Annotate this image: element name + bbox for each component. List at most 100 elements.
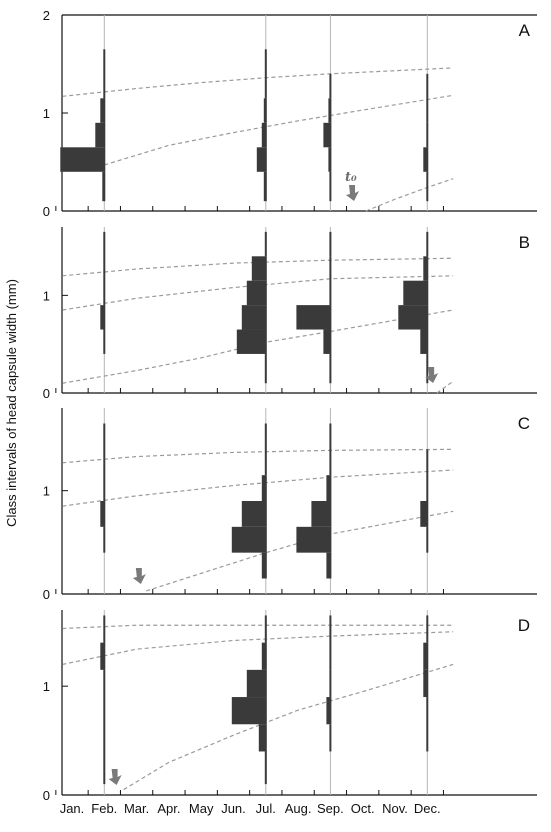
panel-a: 0 1 2 At₀: [43, 8, 537, 219]
growth-curve: [146, 510, 454, 592]
histogram-bar: [426, 353, 429, 384]
panels: 0 1 2 At₀ 0 1 B 0 1 C 0 1 D: [43, 8, 537, 803]
y-tick-label: 0: [43, 788, 50, 803]
histogram-bar: [329, 353, 332, 384]
growth-curve: [62, 275, 454, 311]
growth-curve: [62, 469, 454, 507]
histogram-bar: [100, 501, 106, 527]
histogram-bar: [100, 98, 106, 123]
histogram-bar: [60, 147, 106, 172]
y-tick-label: 0: [43, 204, 50, 219]
histogram-bar: [326, 697, 332, 725]
histogram-bar: [426, 697, 429, 752]
y-tick-label: 0: [43, 386, 50, 401]
x-month-label: May: [189, 801, 214, 816]
y-tick-label: 2: [43, 8, 50, 23]
histogram-bar: [236, 329, 267, 354]
recruitment-arrow-icon: [108, 769, 122, 785]
histogram-bar: [426, 73, 429, 123]
histogram-bar: [329, 724, 332, 752]
histogram-bar: [426, 615, 429, 643]
histogram-bar: [264, 49, 267, 99]
growth-curve: [365, 178, 454, 212]
histogram-bar: [398, 305, 429, 330]
histogram-bar: [423, 147, 429, 172]
histogram-bar: [329, 171, 332, 202]
panel-d: 0 1 D: [43, 610, 537, 803]
histogram-bar: [326, 475, 332, 501]
histogram-bar: [261, 642, 267, 670]
histogram-bar: [263, 171, 267, 202]
t0-label: t₀: [345, 170, 357, 185]
x-month-label: Apr.: [157, 801, 180, 816]
histogram-bar: [258, 724, 267, 752]
panel-c: 0 1 C: [43, 408, 537, 602]
histogram-bar: [329, 615, 332, 670]
histogram-bar: [103, 49, 106, 99]
x-month-label: Nov.: [382, 801, 408, 816]
histogram-bar: [264, 353, 267, 384]
histogram-bar: [261, 475, 267, 501]
histogram-bar: [426, 526, 429, 553]
panel-letter: C: [518, 414, 530, 433]
panel-letter: D: [518, 616, 530, 635]
histogram-bar: [100, 642, 106, 670]
histogram-bar: [323, 329, 332, 354]
histogram-bar: [264, 423, 267, 476]
panel-letter: B: [519, 233, 530, 252]
x-month-label: Jul.: [256, 801, 276, 816]
histogram-bar: [329, 669, 332, 698]
growth-curve: [104, 94, 454, 166]
histogram-bar: [296, 305, 332, 330]
histogram-bar: [102, 171, 106, 202]
histogram-bar: [329, 423, 332, 476]
histogram-bar: [103, 423, 106, 501]
histogram-bar: [103, 669, 106, 785]
y-axis-label: Class intervals of head capsule width (m…: [4, 279, 19, 527]
histogram-bar: [329, 256, 332, 306]
histogram-bar: [103, 231, 106, 306]
histogram-bar: [264, 615, 267, 643]
histogram-bar: [231, 697, 267, 725]
histogram-bar: [329, 73, 332, 99]
histogram-bar: [263, 98, 267, 123]
histogram-bar: [420, 329, 429, 354]
y-tick-label: 1: [43, 106, 50, 121]
histogram-bar: [264, 751, 267, 785]
histogram-bar: [426, 171, 429, 202]
histogram-bar: [231, 526, 267, 553]
histogram-bar: [426, 449, 429, 501]
histogram-bar: [251, 256, 267, 281]
x-month-label: Jun.: [221, 801, 246, 816]
histogram-bar: [241, 501, 267, 527]
y-tick-label: 1: [43, 484, 50, 499]
y-tick-label: 1: [43, 679, 50, 694]
histogram-bar: [426, 231, 429, 257]
histogram-bar: [323, 122, 332, 148]
x-month-label: Oct.: [351, 801, 375, 816]
histogram-bar: [326, 552, 332, 579]
recruitment-arrow-icon: [346, 185, 360, 201]
growth-curve: [62, 67, 454, 97]
growth-curve: [436, 380, 454, 394]
histogram-bar: [328, 98, 332, 123]
histogram-bar: [246, 280, 267, 306]
y-tick-label: 1: [43, 288, 50, 303]
histogram-bar: [328, 147, 332, 172]
histogram-bar: [261, 552, 267, 579]
histogram-bar: [311, 501, 332, 527]
histogram-bar: [103, 329, 106, 354]
histogram-bar: [420, 501, 429, 527]
panel-b: 0 1 B: [43, 227, 537, 401]
histogram-bar: [241, 305, 267, 330]
growth-curve: [62, 624, 454, 630]
x-month-label: Aug.: [285, 801, 312, 816]
histogram-bar: [329, 231, 332, 257]
histogram-bar: [95, 122, 106, 148]
histogram-bar: [426, 122, 429, 148]
panel-letter: A: [519, 21, 531, 40]
histogram-bar: [256, 147, 267, 172]
x-month-label: Dec.: [414, 801, 441, 816]
histogram-bar: [264, 231, 267, 257]
